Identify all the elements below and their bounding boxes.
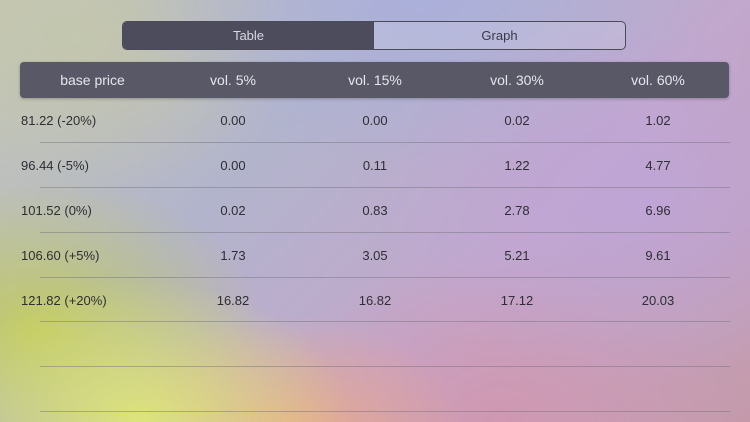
table-row: 81.22 (-20%) 0.00 0.00 0.02 1.02 (0, 98, 750, 143)
cell-base-price: 96.44 (-5%) (21, 158, 89, 173)
row-separator (40, 142, 730, 143)
table-row: 121.82 (+20%) 16.82 16.82 17.12 20.03 (0, 278, 750, 323)
cell-value: 17.12 (500, 293, 534, 308)
cell-value: 1.02 (645, 113, 671, 128)
cell-value: 3.05 (362, 248, 388, 263)
cell-value: 1.22 (504, 158, 530, 173)
cell-value: 16.82 (216, 293, 250, 308)
cell-value: 20.03 (641, 293, 675, 308)
row-separator (40, 321, 730, 322)
cell-value: 0.00 (362, 113, 388, 128)
table-row: 106.60 (+5%) 1.73 3.05 5.21 9.61 (0, 233, 750, 278)
row-separator (40, 187, 730, 188)
header-vol-30: vol. 30% (490, 72, 544, 88)
header-vol-5: vol. 5% (210, 72, 256, 88)
cell-value: 0.02 (220, 203, 246, 218)
header-base-price: base price (60, 72, 125, 88)
cell-value: 0.02 (504, 113, 530, 128)
cell-base-price: 121.82 (+20%) (21, 293, 107, 308)
cell-value: 0.11 (362, 158, 388, 173)
cell-value: 0.83 (362, 203, 388, 218)
header-vol-15: vol. 15% (348, 72, 402, 88)
cell-base-price: 101.52 (0%) (21, 203, 92, 218)
row-separator (40, 232, 730, 233)
cell-value: 0.00 (220, 113, 246, 128)
segment-graph[interactable]: Graph (374, 22, 625, 49)
cell-value: 6.96 (645, 203, 671, 218)
header-vol-60: vol. 60% (631, 72, 685, 88)
cell-base-price: 81.22 (-20%) (21, 113, 97, 128)
cell-value: 4.77 (645, 158, 671, 173)
cell-base-price: 106.60 (+5%) (21, 248, 100, 263)
table-header: base price vol. 5% vol. 15% vol. 30% vol… (20, 62, 729, 98)
cell-value: 2.78 (504, 203, 530, 218)
row-separator (40, 277, 730, 278)
view-segmented-control[interactable]: Table Graph (122, 21, 626, 50)
cell-value: 16.82 (358, 293, 392, 308)
cell-value: 5.21 (504, 248, 530, 263)
cell-value: 0.00 (220, 158, 246, 173)
cell-value: 9.61 (645, 248, 671, 263)
table-row: 101.52 (0%) 0.02 0.83 2.78 6.96 (0, 188, 750, 233)
table-row: 96.44 (-5%) 0.00 0.11 1.22 4.77 (0, 143, 750, 188)
row-separator (40, 411, 730, 412)
segment-table[interactable]: Table (123, 22, 374, 49)
cell-value: 1.73 (220, 248, 246, 263)
row-separator (40, 366, 730, 367)
